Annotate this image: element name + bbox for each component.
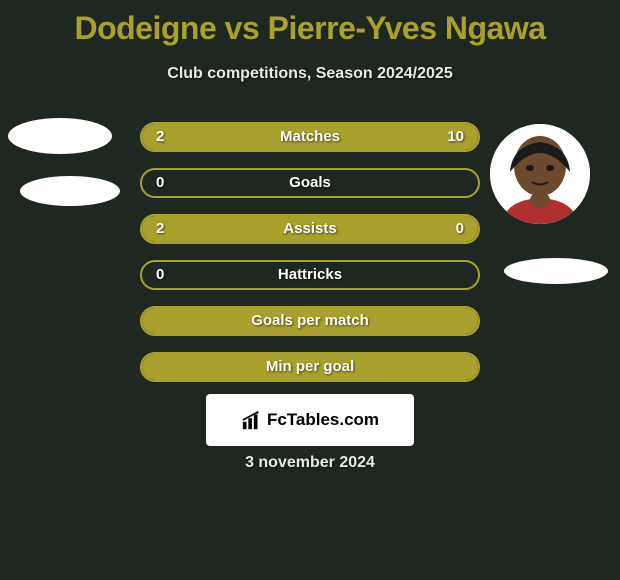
bar-matches: 2 Matches 10 [140, 122, 480, 152]
bar-hattricks: 0 Hattricks [140, 260, 480, 290]
bar-assists: 2 Assists 0 [140, 214, 480, 244]
page-title: Dodeigne vs Pierre-Yves Ngawa [0, 0, 620, 47]
bar-gpm-label: Goals per match [142, 308, 478, 334]
player-right-shadow [504, 258, 608, 284]
player-left-avatar-1 [8, 118, 112, 154]
footer-logo-text: FcTables.com [267, 410, 379, 430]
footer-logo[interactable]: FcTables.com [206, 394, 414, 446]
player-left-avatar-2 [20, 176, 120, 206]
bar-mpg-label: Min per goal [142, 354, 478, 380]
bar-matches-right-val: 10 [447, 124, 464, 150]
player-right-avatar [490, 124, 590, 224]
bar-goals-label: Goals [142, 170, 478, 196]
bar-assists-label: Assists [142, 216, 478, 242]
footer-date: 3 november 2024 [0, 454, 620, 472]
chart-icon [241, 409, 263, 431]
bar-hattricks-label: Hattricks [142, 262, 478, 288]
bar-matches-label: Matches [142, 124, 478, 150]
bar-mpg: Min per goal [140, 352, 480, 382]
bar-goals: 0 Goals [140, 168, 480, 198]
bar-gpm: Goals per match [140, 306, 480, 336]
page-subtitle: Club competitions, Season 2024/2025 [0, 65, 620, 83]
bar-assists-right-val: 0 [456, 216, 464, 242]
comparison-bars: 2 Matches 10 0 Goals 2 Assists 0 0 Hattr… [140, 122, 480, 398]
